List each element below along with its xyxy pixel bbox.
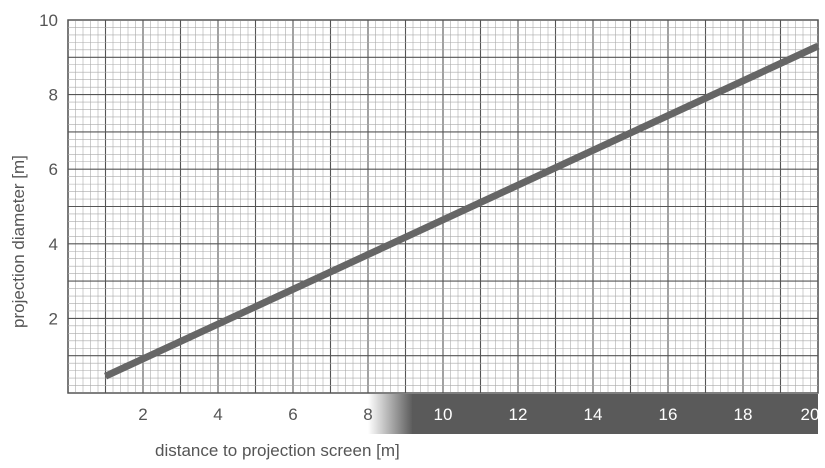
x-tick-label: 14 xyxy=(584,405,603,424)
y-tick-label: 8 xyxy=(49,86,58,105)
x-tick-label: 6 xyxy=(288,405,297,424)
x-axis-band xyxy=(412,394,818,434)
x-axis-band-fade xyxy=(368,394,413,434)
y-axis-label: projection diameter [m] xyxy=(9,155,28,328)
x-tick-label: 20 xyxy=(801,405,820,424)
x-tick-label: 8 xyxy=(363,405,372,424)
x-tick-label: 12 xyxy=(509,405,528,424)
series-line-0 xyxy=(104,42,820,380)
x-tick-label: 4 xyxy=(213,405,222,424)
x-tick-label: 18 xyxy=(734,405,753,424)
x-tick-label: 10 xyxy=(434,405,453,424)
x-tick-label: 16 xyxy=(659,405,678,424)
x-axis-label: distance to projection screen [m] xyxy=(155,441,400,460)
y-tick-label: 4 xyxy=(49,235,58,254)
y-tick-label: 2 xyxy=(49,309,58,328)
y-tick-label: 10 xyxy=(39,11,58,30)
y-tick-label: 6 xyxy=(49,160,58,179)
x-tick-label: 2 xyxy=(138,405,147,424)
